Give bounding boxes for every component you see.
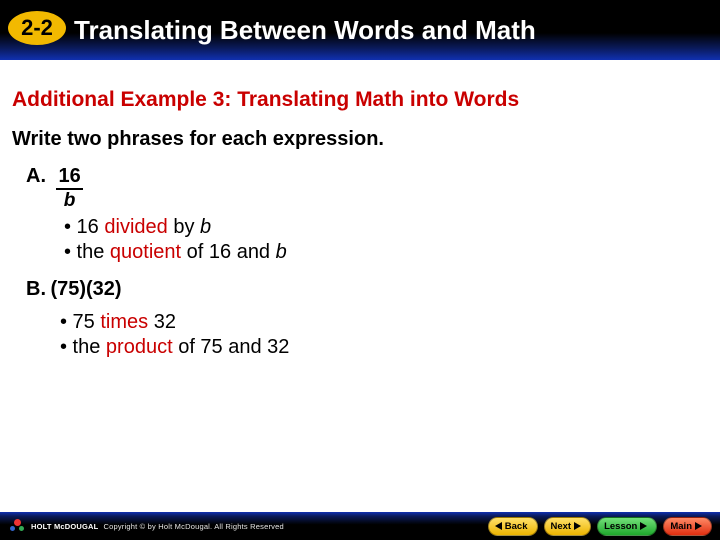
main-button[interactable]: Main <box>663 517 712 536</box>
keyword: product <box>106 336 173 358</box>
bullet-text: • the <box>64 241 110 263</box>
header-bar: 2-2 Translating Between Words and Math <box>0 0 720 60</box>
instruction-text: Write two phrases for each expression. <box>12 128 708 151</box>
item-b-expression: (75)(32) <box>50 278 121 300</box>
item-a-label: A. <box>26 165 46 187</box>
copyright-block: HOLT McDOUGAL Copyright © by Holt McDoug… <box>8 518 284 534</box>
item-b-bullets: • 75 times 32 • the product of 75 and 32 <box>60 311 708 359</box>
section-badge: 2-2 <box>8 11 66 45</box>
bullet-text: • 75 <box>60 311 100 333</box>
copyright-text: Copyright © by Holt McDougal. All Rights… <box>103 522 283 531</box>
bullet-text: • 16 <box>64 216 104 238</box>
fraction-denominator: b <box>56 190 82 212</box>
lesson-label: Lesson <box>604 521 637 532</box>
back-label: Back <box>505 521 528 532</box>
bullet-text: of 16 and <box>181 241 276 263</box>
bullet-text: 32 <box>148 311 176 333</box>
fraction-numerator: 16 <box>56 165 82 190</box>
nav-buttons: Back Next Lesson Main <box>488 517 712 536</box>
bullet-text: • the <box>60 336 106 358</box>
keyword: times <box>100 311 148 333</box>
section-number: 2-2 <box>21 15 53 41</box>
brand-name: HOLT McDOUGAL <box>31 522 98 531</box>
item-b-label: B. <box>26 278 46 300</box>
variable: b <box>276 241 287 263</box>
footer-bar: HOLT McDOUGAL Copyright © by Holt McDoug… <box>0 512 720 540</box>
arrow-right-icon <box>695 522 702 530</box>
item-a-bullets: • 16 divided by b • the quotient of 16 a… <box>64 216 708 264</box>
keyword: divided <box>104 216 167 238</box>
item-a-bullet-1: • 16 divided by b <box>64 216 708 239</box>
arrow-right-icon <box>574 522 581 530</box>
next-button[interactable]: Next <box>544 517 592 536</box>
item-b: B. (75)(32) <box>26 278 708 301</box>
item-a: A. 16 b <box>26 165 708 212</box>
keyword: quotient <box>110 241 181 263</box>
item-b-bullet-1: • 75 times 32 <box>60 311 708 334</box>
bullet-text: by <box>168 216 200 238</box>
item-a-bullet-2: • the quotient of 16 and b <box>64 241 708 264</box>
variable: b <box>200 216 211 238</box>
item-a-fraction: 16 b <box>56 165 82 212</box>
bullet-text: of 75 and 32 <box>173 336 290 358</box>
slide-title: Translating Between Words and Math <box>74 15 536 46</box>
arrow-left-icon <box>495 522 502 530</box>
next-label: Next <box>551 521 572 532</box>
main-label: Main <box>670 521 692 532</box>
item-b-bullet-2: • the product of 75 and 32 <box>60 336 708 359</box>
example-heading: Additional Example 3: Translating Math i… <box>12 88 708 112</box>
brand-logo-icon <box>8 518 26 534</box>
content-area: Additional Example 3: Translating Math i… <box>0 60 720 359</box>
arrow-right-icon <box>640 522 647 530</box>
back-button[interactable]: Back <box>488 517 538 536</box>
lesson-button[interactable]: Lesson <box>597 517 657 536</box>
slide: 2-2 Translating Between Words and Math A… <box>0 0 720 540</box>
